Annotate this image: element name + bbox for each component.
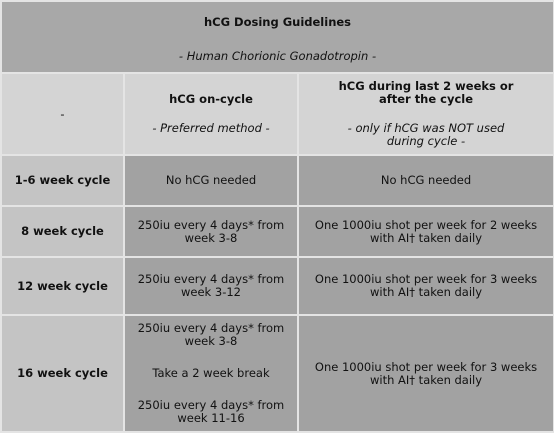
header-on-cycle-title: hCG on-cycle	[169, 92, 253, 106]
cell-line: 250iu every 4 days* from	[137, 217, 285, 232]
table-title: hCG Dosing Guidelines	[203, 14, 352, 29]
header-on-cycle: hCG on-cycle - Preferred method -	[123, 72, 299, 156]
table-subtitle: - Human Chorionic Gonadotropin -	[178, 48, 377, 63]
header-after-cycle: hCG during last 2 weeks or after the cyc…	[296, 72, 554, 156]
after-cycle-cell: One 1000iu shot per week for 2 weeks wit…	[296, 205, 554, 258]
cell-line: One 1000iu shot per week for 3 weeks	[314, 359, 538, 374]
spacer	[131, 380, 291, 399]
header-row: - hCG on-cycle - Preferred method - hCG …	[0, 72, 554, 156]
cell-line: One 1000iu shot per week for 2 weeks	[314, 217, 538, 232]
cell-line: Take a 2 week break	[152, 366, 270, 380]
after-cycle-cell: No hCG needed	[296, 154, 554, 207]
row-label: 16 week cycle	[0, 314, 125, 433]
on-cycle-cell: No hCG needed	[123, 154, 299, 207]
table-row: 16 week cycle 250iu every 4 days* from w…	[0, 314, 554, 433]
title-cell: hCG Dosing Guidelines - Human Chorionic …	[0, 0, 554, 74]
cell-line: 250iu every 4 days* from	[137, 398, 285, 412]
header-after-cycle-title-line2: after the cycle	[378, 92, 474, 106]
on-cycle-cell: 250iu every 4 days* from week 3-8	[123, 205, 299, 258]
row-label: 8 week cycle	[0, 205, 125, 258]
header-after-cycle-note-line2: during cycle -	[386, 134, 466, 148]
cell-line: week 3-12	[181, 285, 241, 299]
title-row: hCG Dosing Guidelines - Human Chorionic …	[0, 0, 554, 74]
table-row: 12 week cycle 250iu every 4 days* from w…	[0, 256, 554, 316]
after-cycle-cell: One 1000iu shot per week for 3 weeks wit…	[296, 314, 554, 433]
cell-line: No hCG needed	[165, 173, 257, 187]
header-corner: -	[0, 72, 125, 156]
header-on-cycle-note: - Preferred method -	[152, 121, 270, 135]
cell-line: No hCG needed	[380, 173, 472, 187]
cell-line: One 1000iu shot per week for 3 weeks	[314, 272, 538, 286]
cell-line: 250iu every 4 days* from	[137, 272, 285, 286]
cell-line: 250iu every 4 days* from	[137, 321, 285, 335]
table-row: 1-6 week cycle No hCG needed No hCG need…	[0, 154, 554, 207]
on-cycle-cell: 250iu every 4 days* from week 3-12	[123, 256, 299, 316]
cell-line: with AI† taken daily	[369, 285, 483, 299]
after-cycle-cell: One 1000iu shot per week for 3 weeks wit…	[296, 256, 554, 316]
header-after-cycle-note-line1: - only if hCG was NOT used	[347, 121, 505, 135]
header-corner-text: -	[60, 106, 65, 121]
row-label: 1-6 week cycle	[0, 154, 125, 207]
header-after-cycle-title-line1: hCG during last 2 weeks or	[338, 79, 514, 93]
row-label: 12 week cycle	[0, 256, 125, 316]
table-row: 8 week cycle 250iu every 4 days* from we…	[0, 205, 554, 258]
on-cycle-cell: 250iu every 4 days* from week 3-8 Take a…	[123, 314, 299, 433]
cell-line: week 3-8	[184, 334, 238, 348]
spacer	[131, 348, 291, 367]
cell-line: week 11-16	[177, 411, 245, 425]
cell-line: week 3-8	[184, 230, 238, 245]
cell-line: with AI† taken daily	[369, 230, 483, 245]
cell-line: with AI† taken daily	[369, 372, 483, 387]
